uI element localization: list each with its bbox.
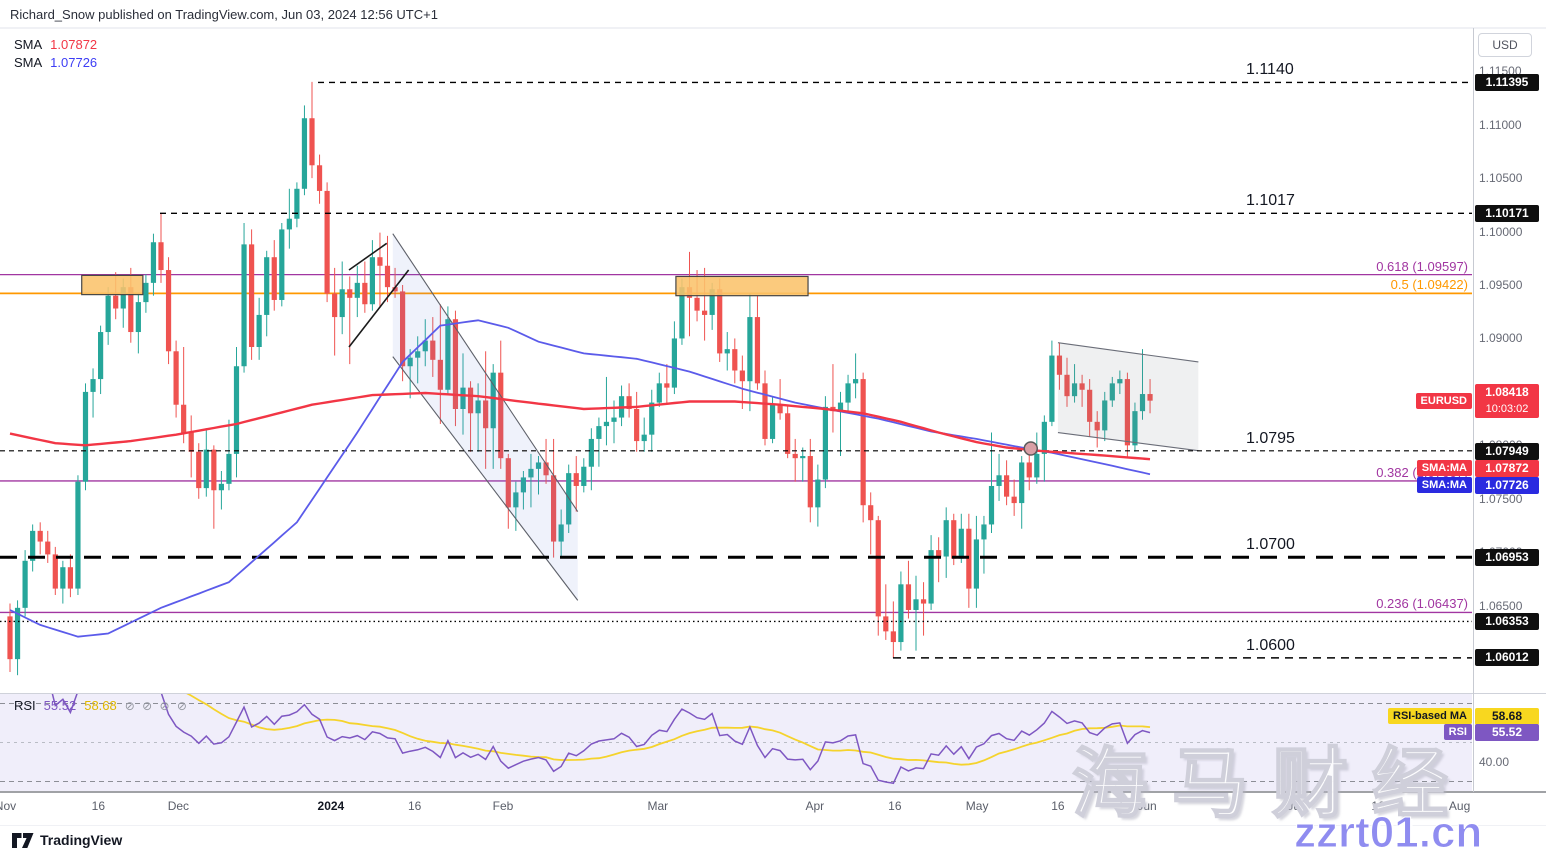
axis-badge: 58.68 [1475, 707, 1539, 725]
footer: TradingView [0, 826, 1546, 857]
level-label: 1.0795 [1246, 429, 1295, 447]
price-axis-tick: 1.10000 [1479, 224, 1523, 239]
time-axis-label: 16 [91, 799, 106, 813]
rsi-axis-tick: 40.00 [1479, 755, 1510, 769]
axis-badge: 55.52 [1475, 723, 1539, 741]
time-axis-label: 16 [888, 799, 902, 813]
legend-sma-slow[interactable]: SMA 1.07726 [14, 55, 97, 70]
time-axis-label: Jun [1137, 799, 1157, 813]
time-axis-label: 2024 [317, 799, 345, 813]
level-label: 1.1017 [1246, 192, 1295, 210]
level-label: 1.0600 [1246, 636, 1295, 654]
tradingview-logo[interactable]: TradingView [12, 832, 122, 848]
time-axis-label: 16 [1371, 799, 1385, 813]
axis-badge: 1.06353 [1475, 612, 1539, 630]
legend-rsi-value: 55.52 [43, 698, 77, 713]
time-axis-label: 16 [407, 799, 422, 813]
time-axis-label: Apr [805, 799, 825, 813]
legend-rsi-label: RSI [14, 698, 36, 713]
legend-sma-fast-label: SMA [14, 37, 43, 52]
legend-sma-slow-label: SMA [14, 55, 43, 70]
axis-badge: 1.11395 [1475, 73, 1539, 91]
fib-level-label: 0.236 (1.06437) [1376, 596, 1468, 612]
axis-badge: 1.06012 [1475, 648, 1539, 666]
tradingview-logo-icon [12, 832, 34, 848]
currency-axis-button[interactable]: USD [1478, 33, 1532, 57]
axis-badge-chip: RSI [1443, 724, 1472, 740]
axis-badge: 1.07726 [1475, 476, 1539, 494]
axis-badge-chip: EURUSD [1415, 393, 1472, 409]
legend-sma-fast[interactable]: SMA 1.07872 [14, 37, 97, 52]
time-axis-label: Feb [492, 799, 514, 813]
axis-badge: 1.08418 10:03:02 [1475, 384, 1539, 418]
axis-badge: 1.07949 [1475, 442, 1539, 460]
price-axis-tick: 1.11000 [1479, 117, 1522, 132]
price-axis-tick: 1.09500 [1479, 278, 1523, 292]
time-axis-label: Aug [1448, 799, 1471, 813]
fib-level-label: 0.5 (1.09422) [1390, 277, 1468, 293]
time-axis-label: Dec [167, 799, 190, 813]
fib-level-label: 0.618 (1.09597) [1376, 258, 1468, 274]
axis-badge: 1.07872 [1475, 459, 1539, 477]
price-axis-tick: 1.06500 [1479, 598, 1523, 613]
watermark-cn: 海马财经 [1071, 741, 1472, 828]
header-title: Richard_Snow published on TradingView.co… [10, 7, 438, 22]
legend-sma-slow-value: 1.07726 [50, 55, 98, 70]
time-axis-label: Mar [647, 799, 669, 813]
level-label: 1.0700 [1246, 536, 1295, 554]
watermark-url: zzrt01.cn [1293, 808, 1483, 857]
axis-badge-chip: SMA:MA [1416, 460, 1472, 476]
axis-badge: 1.06953 [1475, 548, 1539, 566]
time-axis-label: 16 [1051, 799, 1065, 813]
level-label: 1.1140 [1246, 61, 1294, 79]
axis-badge-chip: RSI-based MA [1388, 708, 1472, 724]
price-axis-tick: 1.09000 [1479, 331, 1523, 346]
indicator-action-icons[interactable]: ⊘ ⊘ ⊘ ⊘ [124, 698, 189, 713]
price-axis-tick: 1.07500 [1479, 491, 1523, 506]
time-axis-label: Nov [0, 799, 17, 813]
tradingview-logo-text: TradingView [40, 832, 123, 848]
fib-level-label: 0.382 (1.07667) [1376, 464, 1468, 480]
axis-badge: 1.10171 [1475, 204, 1539, 222]
legend-sma-fast-value: 1.07872 [50, 37, 98, 52]
time-axis-label: Jul [1287, 799, 1303, 813]
axis-badge-chip: SMA:MA [1416, 477, 1472, 493]
price-axis-tick: 1.10500 [1479, 171, 1523, 186]
legend-rsi[interactable]: RSI 55.52 58.68 ⊘ ⊘ ⊘ ⊘ [14, 698, 189, 713]
legend-rsi-ma-value: 58.68 [84, 698, 117, 713]
time-axis-label: May [965, 799, 989, 813]
